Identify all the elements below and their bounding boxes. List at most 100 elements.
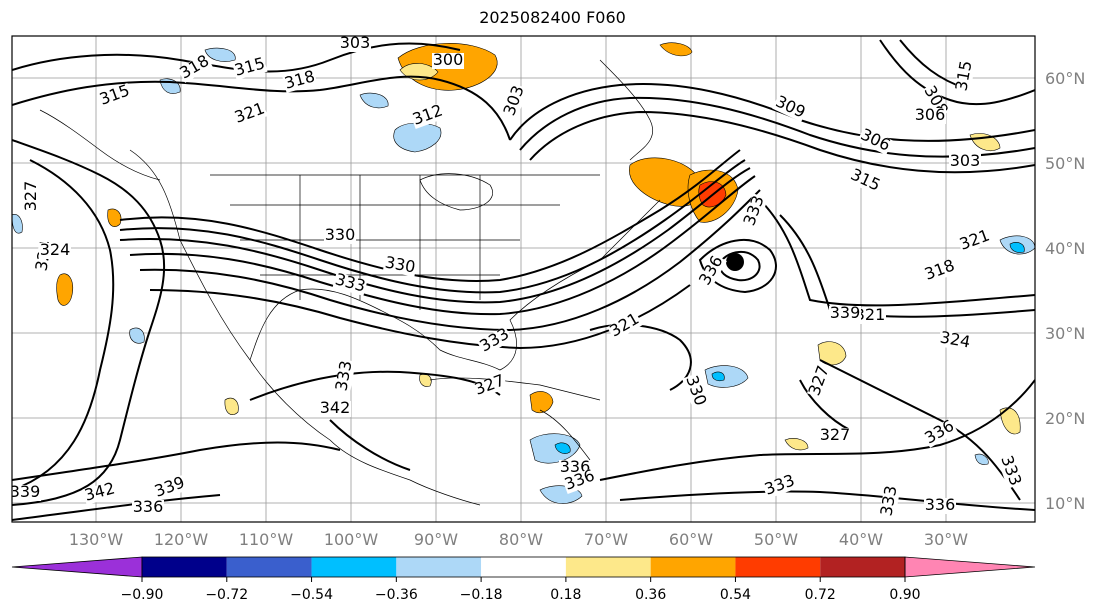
contour-label-bg (922, 418, 958, 448)
shade-yellow-6 (784, 438, 809, 451)
colorbar-extend-high (904, 556, 1036, 578)
shade-lightblue-11 (204, 47, 236, 62)
contour-label-bg (829, 306, 861, 322)
contour-label-bg (819, 428, 851, 444)
low-center-marker (726, 253, 744, 271)
contour-label-bg (382, 255, 418, 277)
contour-label-bg (39, 243, 71, 259)
contour-label-bg (854, 308, 886, 324)
colorbar-segment (565, 557, 651, 577)
colorbar-tick-label: 0.18 (550, 587, 581, 603)
lon-label: 30°W (924, 530, 968, 549)
colorbar-tick-label: 0.36 (635, 587, 666, 603)
lat-label: 60°N (1045, 69, 1085, 88)
contour-label-bg (607, 311, 643, 341)
contour-label-bg (324, 228, 356, 244)
contour-label-bg (562, 468, 598, 494)
shade-orange-7 (659, 42, 693, 57)
contour-label-bg (472, 373, 508, 399)
contour-label: 336 (133, 497, 164, 516)
colorbar-extend-low (11, 556, 143, 578)
contour-label-bg (954, 58, 976, 94)
longitude-labels: 130°W 120°W 110°W 100°W 90°W 80°W 70°W 60°W 50°W… (69, 530, 968, 549)
colorbar-tick-label: −0.72 (205, 587, 248, 603)
contour-label: 327 (21, 181, 40, 212)
contour-label-bg (132, 500, 164, 516)
shade-yellow-3 (224, 397, 239, 415)
map-title: 2025082400 F060 (479, 8, 626, 27)
colorbar-tick-label: 0.54 (720, 587, 751, 603)
lat-label: 40°N (1045, 239, 1085, 258)
colorbar-segment (142, 557, 227, 577)
contour-label: 327 (820, 425, 851, 444)
lon-label: 80°W (499, 530, 543, 549)
contour-label-bg (477, 326, 513, 356)
lon-label: 90°W (414, 530, 458, 549)
contour-label-bg (332, 272, 368, 296)
contour-label-bg (410, 103, 446, 129)
contour-label-bg (232, 101, 268, 127)
contour-label-bg (697, 253, 727, 289)
colorbar-tick-label: −0.36 (375, 587, 418, 603)
latitude-labels: 60°N 50°N 40°N 30°N 20°N 10°N (1045, 69, 1085, 513)
lat-label: 10°N (1045, 494, 1085, 513)
lon-label: 100°W (324, 530, 379, 549)
contour-label: 324 (40, 240, 71, 259)
contour-label-bg (502, 83, 528, 119)
contour-label-bg (957, 228, 993, 254)
contour-label: 306 (915, 105, 946, 124)
contour-label-bg (319, 401, 351, 417)
lon-label: 120°W (154, 530, 209, 549)
lon-label: 40°W (839, 530, 883, 549)
contour-label: 303 (950, 151, 981, 170)
contour-label-bg (682, 373, 708, 409)
colorbar: −0.90 −0.72 −0.54 −0.36 −0.18 0.18 0.36 0.54 0.7… (11, 556, 1036, 603)
colorbar-segment (735, 557, 821, 577)
colorbar-segment (650, 557, 736, 577)
lat-label: 20°N (1045, 409, 1085, 428)
colorbar-tick-label: −0.18 (460, 587, 503, 603)
contour-label-bg (949, 154, 981, 170)
contour-label-bg (334, 358, 356, 394)
contour-label-bg (12, 485, 41, 501)
shade-lightblue-3 (529, 433, 581, 464)
colorbar-tick-label: −0.54 (290, 587, 333, 603)
contour-label-bg (82, 481, 118, 505)
contour-label-bg (24, 180, 40, 212)
colorbar-segment (820, 557, 905, 577)
contour-label-bg (847, 166, 883, 196)
contour-label: 339 (10, 482, 41, 501)
lon-label: 70°W (584, 530, 628, 549)
shade-orange-4 (56, 273, 73, 306)
colorbar-segment (226, 557, 312, 577)
shade-orange-6 (107, 208, 122, 227)
contour-label-bg (152, 475, 188, 501)
contour-label-bg (924, 498, 956, 514)
contour-label-bg (772, 93, 808, 123)
contour-label-bg (914, 108, 946, 124)
lon-label: 130°W (69, 530, 124, 549)
contour-label-bg (177, 53, 213, 83)
shade-lightblue-10 (974, 453, 989, 465)
contour-label: 336 (560, 457, 591, 476)
shade-blue-3 (1009, 242, 1025, 253)
contour-label-bg (742, 193, 768, 229)
contour-label: 336 (925, 495, 956, 514)
contour-label: 321 (855, 305, 886, 324)
contour-label: 342 (320, 398, 351, 417)
contour-label-bg (857, 126, 893, 156)
contour-label-bg (807, 363, 833, 399)
lat-label: 30°N (1045, 324, 1085, 343)
lat-label: 50°N (1045, 154, 1085, 173)
colorbar-segment (396, 557, 482, 577)
shade-lightblue-7 (129, 327, 145, 344)
lon-label: 50°W (754, 530, 798, 549)
shade-lightblue-5 (704, 365, 749, 388)
contour-label: 300 (433, 50, 464, 69)
contour-label-bg (937, 330, 973, 352)
shade-orange-5 (529, 391, 554, 414)
lon-label: 60°W (669, 530, 713, 549)
shade-blue-1 (554, 442, 571, 454)
map-frame (11, 35, 1036, 523)
